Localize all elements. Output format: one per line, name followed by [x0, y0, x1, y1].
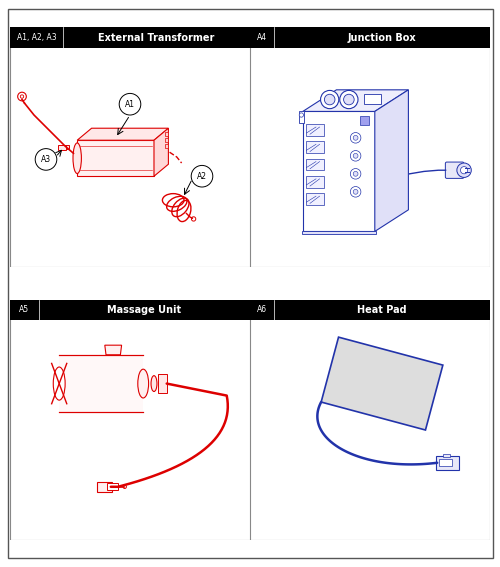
- Circle shape: [353, 171, 358, 176]
- Circle shape: [35, 149, 57, 170]
- Bar: [165, 144, 168, 148]
- Bar: [250, 27, 490, 48]
- Bar: [10, 299, 250, 320]
- FancyBboxPatch shape: [306, 193, 324, 205]
- Bar: [165, 138, 168, 142]
- Ellipse shape: [54, 367, 65, 400]
- Polygon shape: [77, 140, 154, 176]
- Bar: [302, 231, 376, 234]
- Circle shape: [320, 90, 339, 109]
- Bar: [250, 299, 490, 320]
- Polygon shape: [303, 112, 375, 231]
- FancyBboxPatch shape: [436, 456, 458, 469]
- Polygon shape: [375, 90, 408, 231]
- Circle shape: [340, 90, 358, 109]
- Polygon shape: [77, 128, 168, 140]
- Text: A2: A2: [197, 172, 207, 181]
- Polygon shape: [154, 128, 168, 176]
- Circle shape: [350, 168, 361, 179]
- Ellipse shape: [151, 376, 157, 391]
- Bar: [66, 146, 70, 149]
- Text: A4: A4: [257, 33, 267, 42]
- FancyBboxPatch shape: [306, 176, 324, 188]
- Circle shape: [191, 166, 213, 187]
- Bar: [165, 132, 168, 136]
- Circle shape: [353, 189, 358, 194]
- FancyBboxPatch shape: [446, 162, 464, 179]
- Polygon shape: [105, 345, 122, 355]
- FancyBboxPatch shape: [306, 159, 324, 171]
- Polygon shape: [59, 355, 143, 412]
- Ellipse shape: [138, 369, 148, 398]
- Text: A1: A1: [125, 100, 135, 109]
- Circle shape: [192, 217, 196, 221]
- Circle shape: [460, 167, 468, 174]
- FancyBboxPatch shape: [106, 484, 118, 490]
- Circle shape: [350, 187, 361, 197]
- Circle shape: [457, 163, 471, 177]
- Text: A1, A2, A3: A1, A2, A3: [16, 33, 56, 42]
- Text: Heat Pad: Heat Pad: [357, 305, 407, 315]
- Bar: [299, 112, 304, 124]
- Text: A6: A6: [257, 305, 267, 314]
- Circle shape: [324, 94, 335, 105]
- Circle shape: [353, 154, 358, 158]
- Bar: [443, 454, 450, 457]
- Bar: [364, 94, 381, 104]
- Ellipse shape: [73, 143, 82, 174]
- FancyBboxPatch shape: [158, 374, 167, 393]
- Text: A5: A5: [20, 305, 30, 314]
- Circle shape: [123, 485, 126, 488]
- FancyBboxPatch shape: [306, 141, 324, 153]
- Circle shape: [350, 133, 361, 143]
- Circle shape: [18, 92, 26, 101]
- Polygon shape: [303, 90, 408, 112]
- Circle shape: [353, 136, 358, 140]
- FancyBboxPatch shape: [306, 124, 324, 136]
- Circle shape: [299, 113, 304, 117]
- Bar: [439, 459, 452, 466]
- Text: Junction Box: Junction Box: [348, 33, 416, 43]
- Text: External Transformer: External Transformer: [98, 33, 214, 43]
- Circle shape: [344, 94, 354, 105]
- Circle shape: [119, 94, 141, 115]
- Bar: [58, 145, 66, 150]
- Text: Massage Unit: Massage Unit: [108, 305, 182, 315]
- FancyBboxPatch shape: [97, 482, 112, 492]
- Circle shape: [350, 151, 361, 161]
- Text: A3: A3: [41, 155, 51, 164]
- Polygon shape: [321, 337, 443, 430]
- Circle shape: [20, 95, 24, 98]
- Bar: [10, 27, 250, 48]
- Bar: [360, 116, 369, 125]
